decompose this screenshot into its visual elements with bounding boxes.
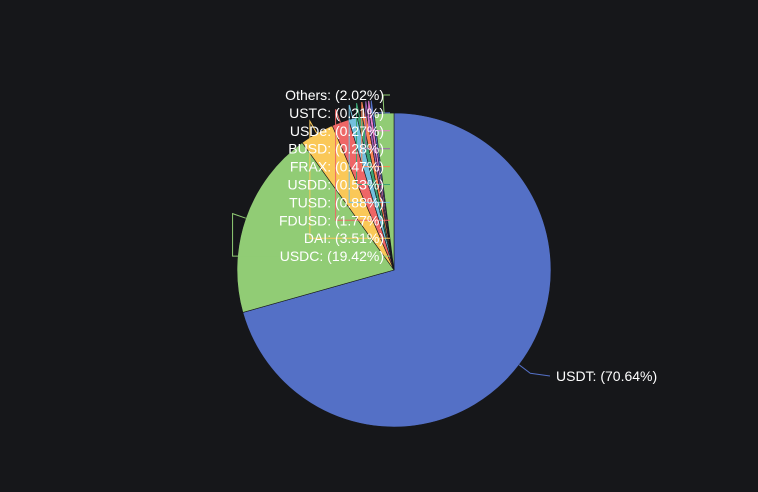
slices-layer xyxy=(236,112,552,428)
slice-usdc[interactable] xyxy=(236,142,395,313)
leader-line-tusd xyxy=(348,104,390,203)
slice-label-busd: BUSD: (0.28%) xyxy=(288,141,384,157)
leader-line-usdt xyxy=(518,364,551,377)
slice-label-usde: USDe: (0.27%) xyxy=(290,123,384,139)
leader-line-fdusd xyxy=(335,109,390,221)
slice-label-frax: FRAX: (0.47%) xyxy=(290,159,384,175)
slice-label-dai: DAI: (3.51%) xyxy=(304,230,384,246)
leader-line-busd xyxy=(365,101,390,150)
slice-label-usdc: USDC: (19.42%) xyxy=(280,248,384,264)
leader-line-frax xyxy=(361,101,390,168)
slice-label-tusd: TUSD: (0.88%) xyxy=(289,194,384,210)
slice-label-fdusd: FDUSD: (1.77%) xyxy=(279,212,384,228)
slice-label-others: Others: (2.02%) xyxy=(285,87,384,103)
leader-line-usde xyxy=(368,100,390,132)
slice-label-usdt: USDT: (70.64%) xyxy=(556,368,657,384)
leader-line-dai xyxy=(309,119,390,239)
leader-line-ustc xyxy=(370,100,390,115)
slice-usdt[interactable] xyxy=(242,112,552,428)
labels-layer: USDT: (70.64%) USDC: (19.42%) DAI: (3.51%)… xyxy=(279,87,657,384)
slice-label-ustc: USTC: (0.21%) xyxy=(289,105,384,121)
leader-line-usdd xyxy=(356,103,390,185)
leader-lines-layer xyxy=(232,94,551,377)
leader-line-others xyxy=(382,94,390,114)
slice-label-usdd: USDD: (0.53%) xyxy=(288,177,384,193)
leader-line-usdc xyxy=(232,212,390,257)
